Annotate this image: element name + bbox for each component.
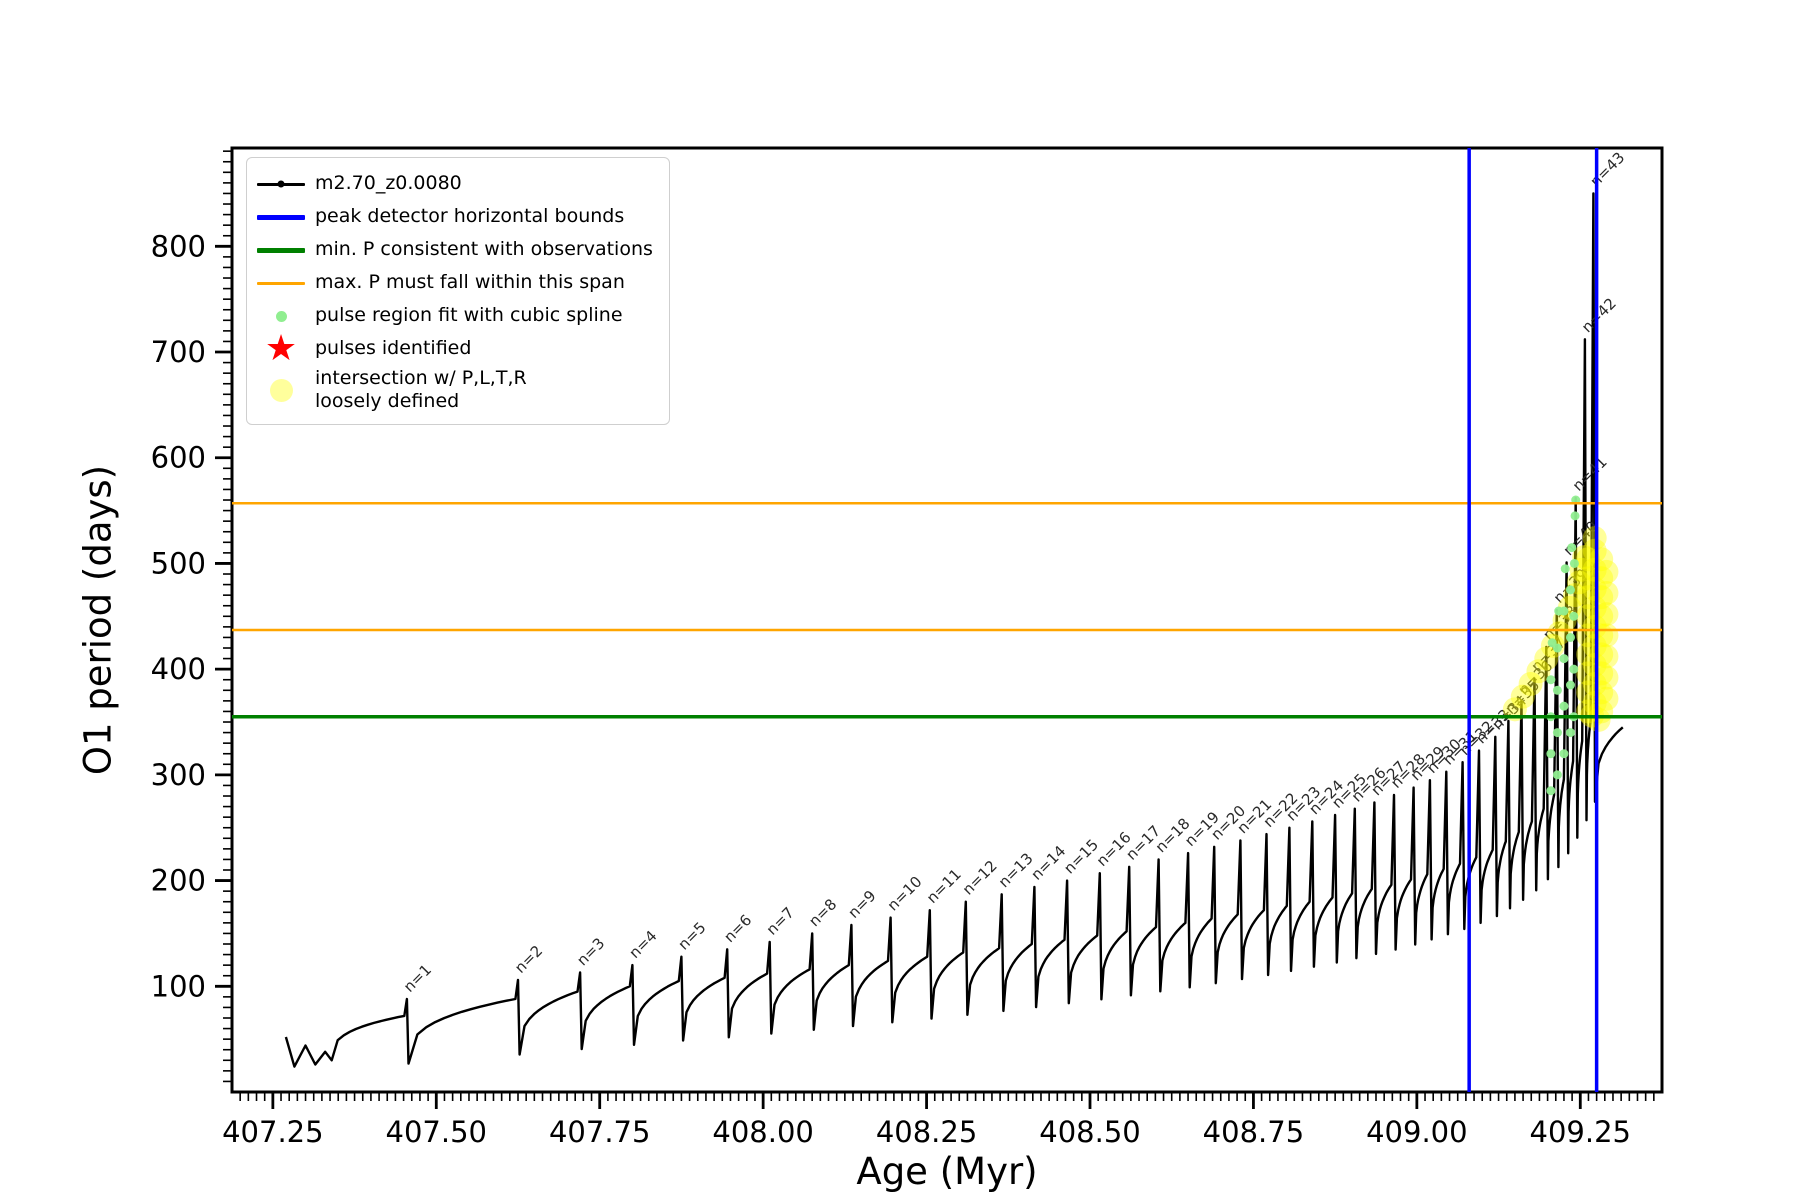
svg-text:n=42: n=42	[1578, 294, 1620, 336]
svg-text:409.25: 409.25	[1530, 1115, 1631, 1149]
legend-item: peak detector horizontal bounds	[257, 202, 653, 232]
svg-text:600: 600	[151, 441, 206, 475]
svg-text:800: 800	[151, 229, 206, 263]
svg-text:407.75: 407.75	[549, 1115, 650, 1149]
legend-item: intersection w/ P,L,T,R loosely defined	[257, 367, 653, 413]
legend-star-icon: ★	[264, 328, 298, 369]
legend-item: min. P consistent with observations	[257, 235, 653, 265]
legend-item-label: pulses identified	[315, 337, 472, 360]
svg-text:n=1: n=1	[400, 961, 435, 996]
legend-item-label: m2.70_z0.0080	[315, 172, 462, 195]
svg-text:n=6: n=6	[720, 911, 755, 946]
legend-line-dot-icon	[257, 169, 305, 199]
series-curve	[284, 192, 1624, 1068]
svg-text:n=9: n=9	[844, 887, 879, 922]
svg-text:n=41: n=41	[1569, 453, 1611, 495]
svg-text:407.25: 407.25	[222, 1115, 323, 1149]
spline-scatter	[1546, 495, 1581, 796]
svg-text:400: 400	[151, 652, 206, 686]
legend-item-label: intersection w/ P,L,T,R loosely defined	[315, 367, 527, 413]
svg-text:408.75: 408.75	[1203, 1115, 1304, 1149]
svg-text:409.00: 409.00	[1366, 1115, 1467, 1149]
svg-text:300: 300	[151, 758, 206, 792]
legend-item-label: min. P consistent with observations	[315, 238, 653, 261]
legend-item: ★ pulses identified	[257, 328, 653, 369]
svg-text:n=5: n=5	[675, 918, 710, 953]
legend-item-label: pulse region fit with cubic spline	[315, 304, 623, 327]
svg-text:n=7: n=7	[763, 904, 798, 939]
legend-dot-small-icon	[257, 301, 305, 331]
y-axis-label: O1 period (days)	[76, 464, 120, 776]
y-axis-ticks: 100 200 300 400 500 600 700 800	[151, 150, 232, 1083]
svg-text:n=4: n=4	[626, 927, 661, 962]
svg-text:408.00: 408.00	[712, 1115, 813, 1149]
x-axis-ticks: 407.25 407.50 407.75 408.00 408.25 408.50 408.…	[222, 1092, 1655, 1149]
horizontal-bound-lines	[232, 501, 1662, 719]
x-axis-label: Age (Myr)	[856, 1150, 1038, 1193]
legend-line-thin-icon	[257, 268, 305, 298]
legend-item-label: max. P must fall within this span	[315, 271, 625, 294]
legend-item-label: peak detector horizontal bounds	[315, 205, 625, 228]
svg-text:407.50: 407.50	[386, 1115, 487, 1149]
svg-text:500: 500	[151, 546, 206, 580]
legend-hline-thick-icon	[257, 202, 305, 232]
svg-text:n=43: n=43	[1586, 148, 1628, 190]
legend-item: m2.70_z0.0080	[257, 169, 653, 199]
legend-hline-thick-icon	[257, 235, 305, 265]
axes-frame	[230, 146, 1664, 1094]
legend-item: pulse region fit with cubic spline	[257, 301, 653, 331]
svg-text:100: 100	[151, 969, 206, 1003]
legend-item: max. P must fall within this span	[257, 268, 653, 298]
svg-text:n=8: n=8	[805, 895, 840, 930]
svg-text:n=2: n=2	[511, 942, 546, 977]
svg-text:408.50: 408.50	[1039, 1115, 1140, 1149]
legend-dot-big-icon	[257, 375, 305, 405]
vertical-bound-lines	[1467, 148, 1599, 1092]
svg-text:n=3: n=3	[573, 934, 608, 969]
svg-text:n=10: n=10	[884, 873, 926, 915]
svg-text:200: 200	[151, 864, 206, 898]
svg-text:700: 700	[151, 335, 206, 369]
svg-text:408.25: 408.25	[876, 1115, 977, 1149]
